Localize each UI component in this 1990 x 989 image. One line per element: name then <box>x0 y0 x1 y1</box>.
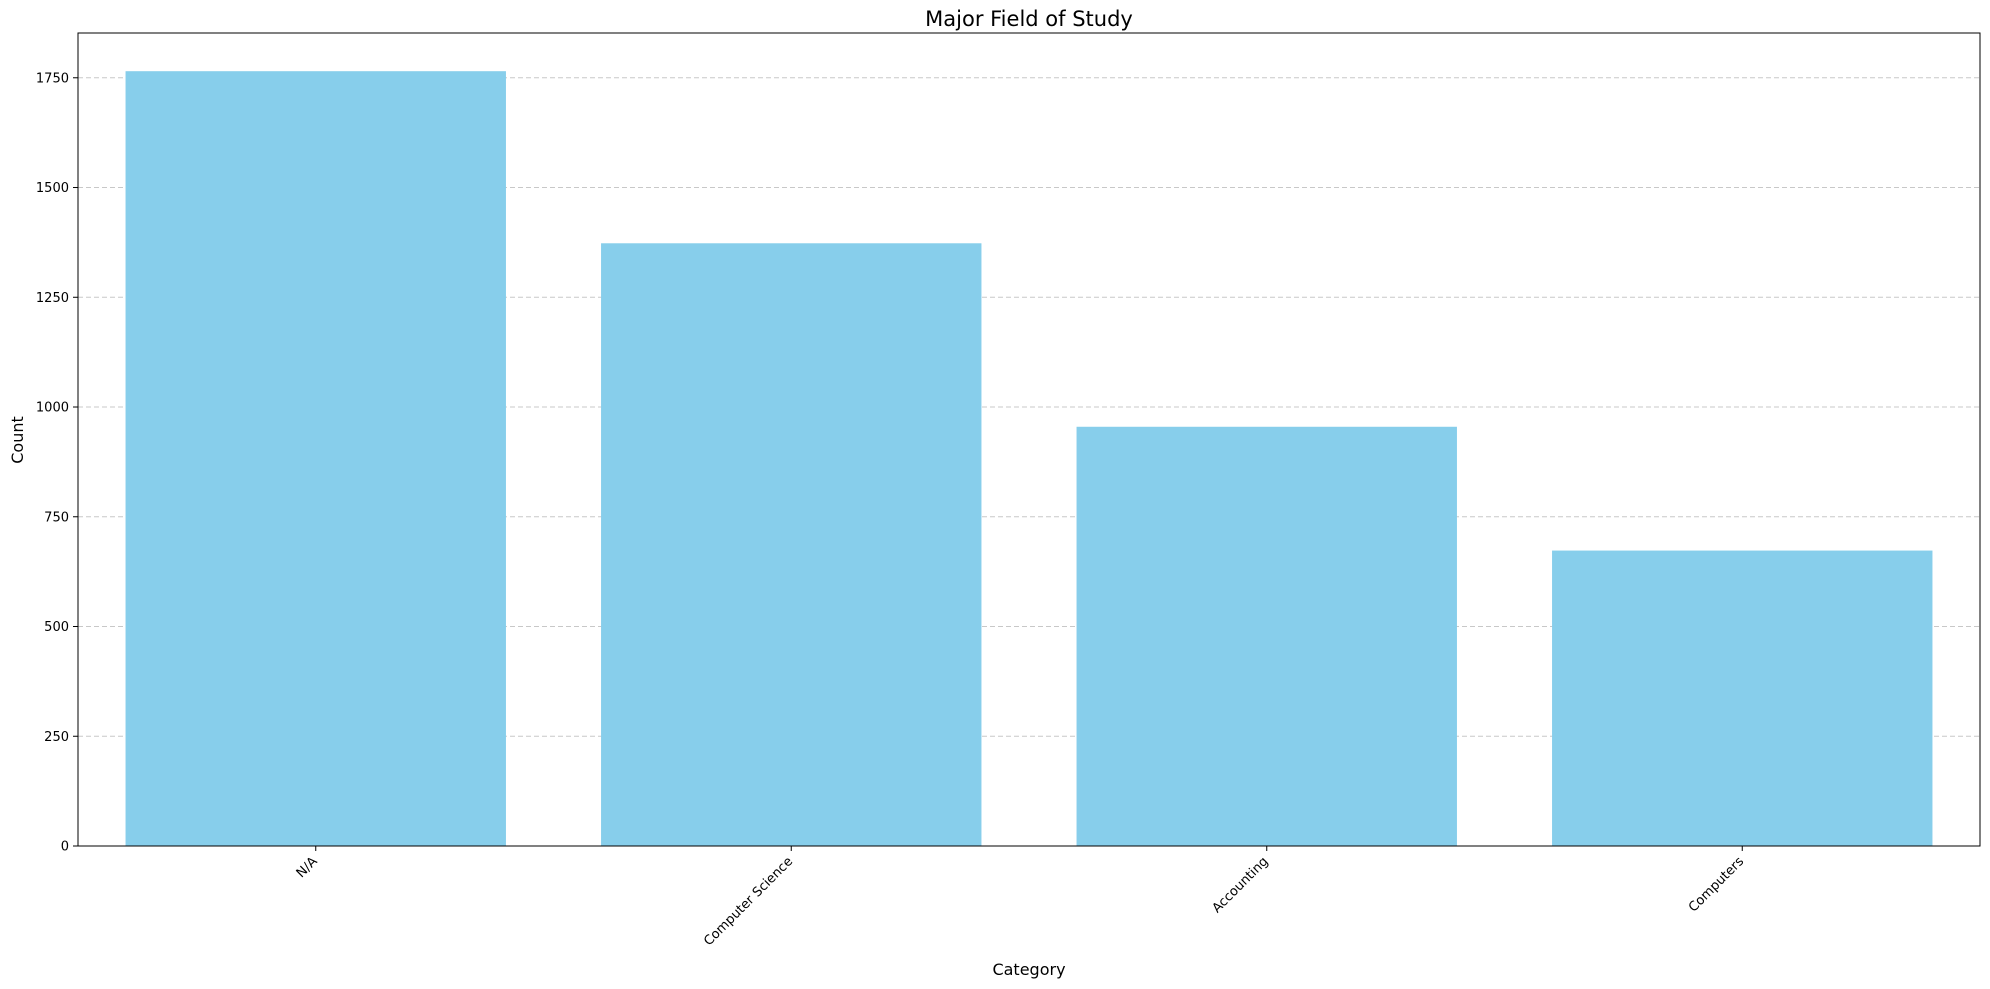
bar-n-a <box>125 71 506 847</box>
bar-computer-science <box>601 243 982 847</box>
y-tick-label: 1500 <box>36 181 69 196</box>
bar-computers <box>1552 550 1933 846</box>
y-tick-label: 0 <box>61 840 69 855</box>
y-tick-label: 1250 <box>36 291 69 306</box>
y-tick-label: 750 <box>44 510 69 525</box>
y-tick-label: 1750 <box>36 71 69 86</box>
x-axis-label: Category <box>992 960 1065 979</box>
y-axis-ticks: 0 250 500 750 1000 1250 1500 1750 <box>36 71 78 855</box>
chart-title: Major Field of Study <box>925 7 1133 31</box>
y-tick-label: 250 <box>44 730 69 745</box>
y-tick-label: 500 <box>44 620 69 635</box>
bar-accounting <box>1076 426 1457 846</box>
plot-frame <box>77 32 1981 847</box>
bars <box>125 71 1933 847</box>
y-axis-label: Count <box>8 416 27 464</box>
y-tick-label: 1000 <box>36 401 69 416</box>
